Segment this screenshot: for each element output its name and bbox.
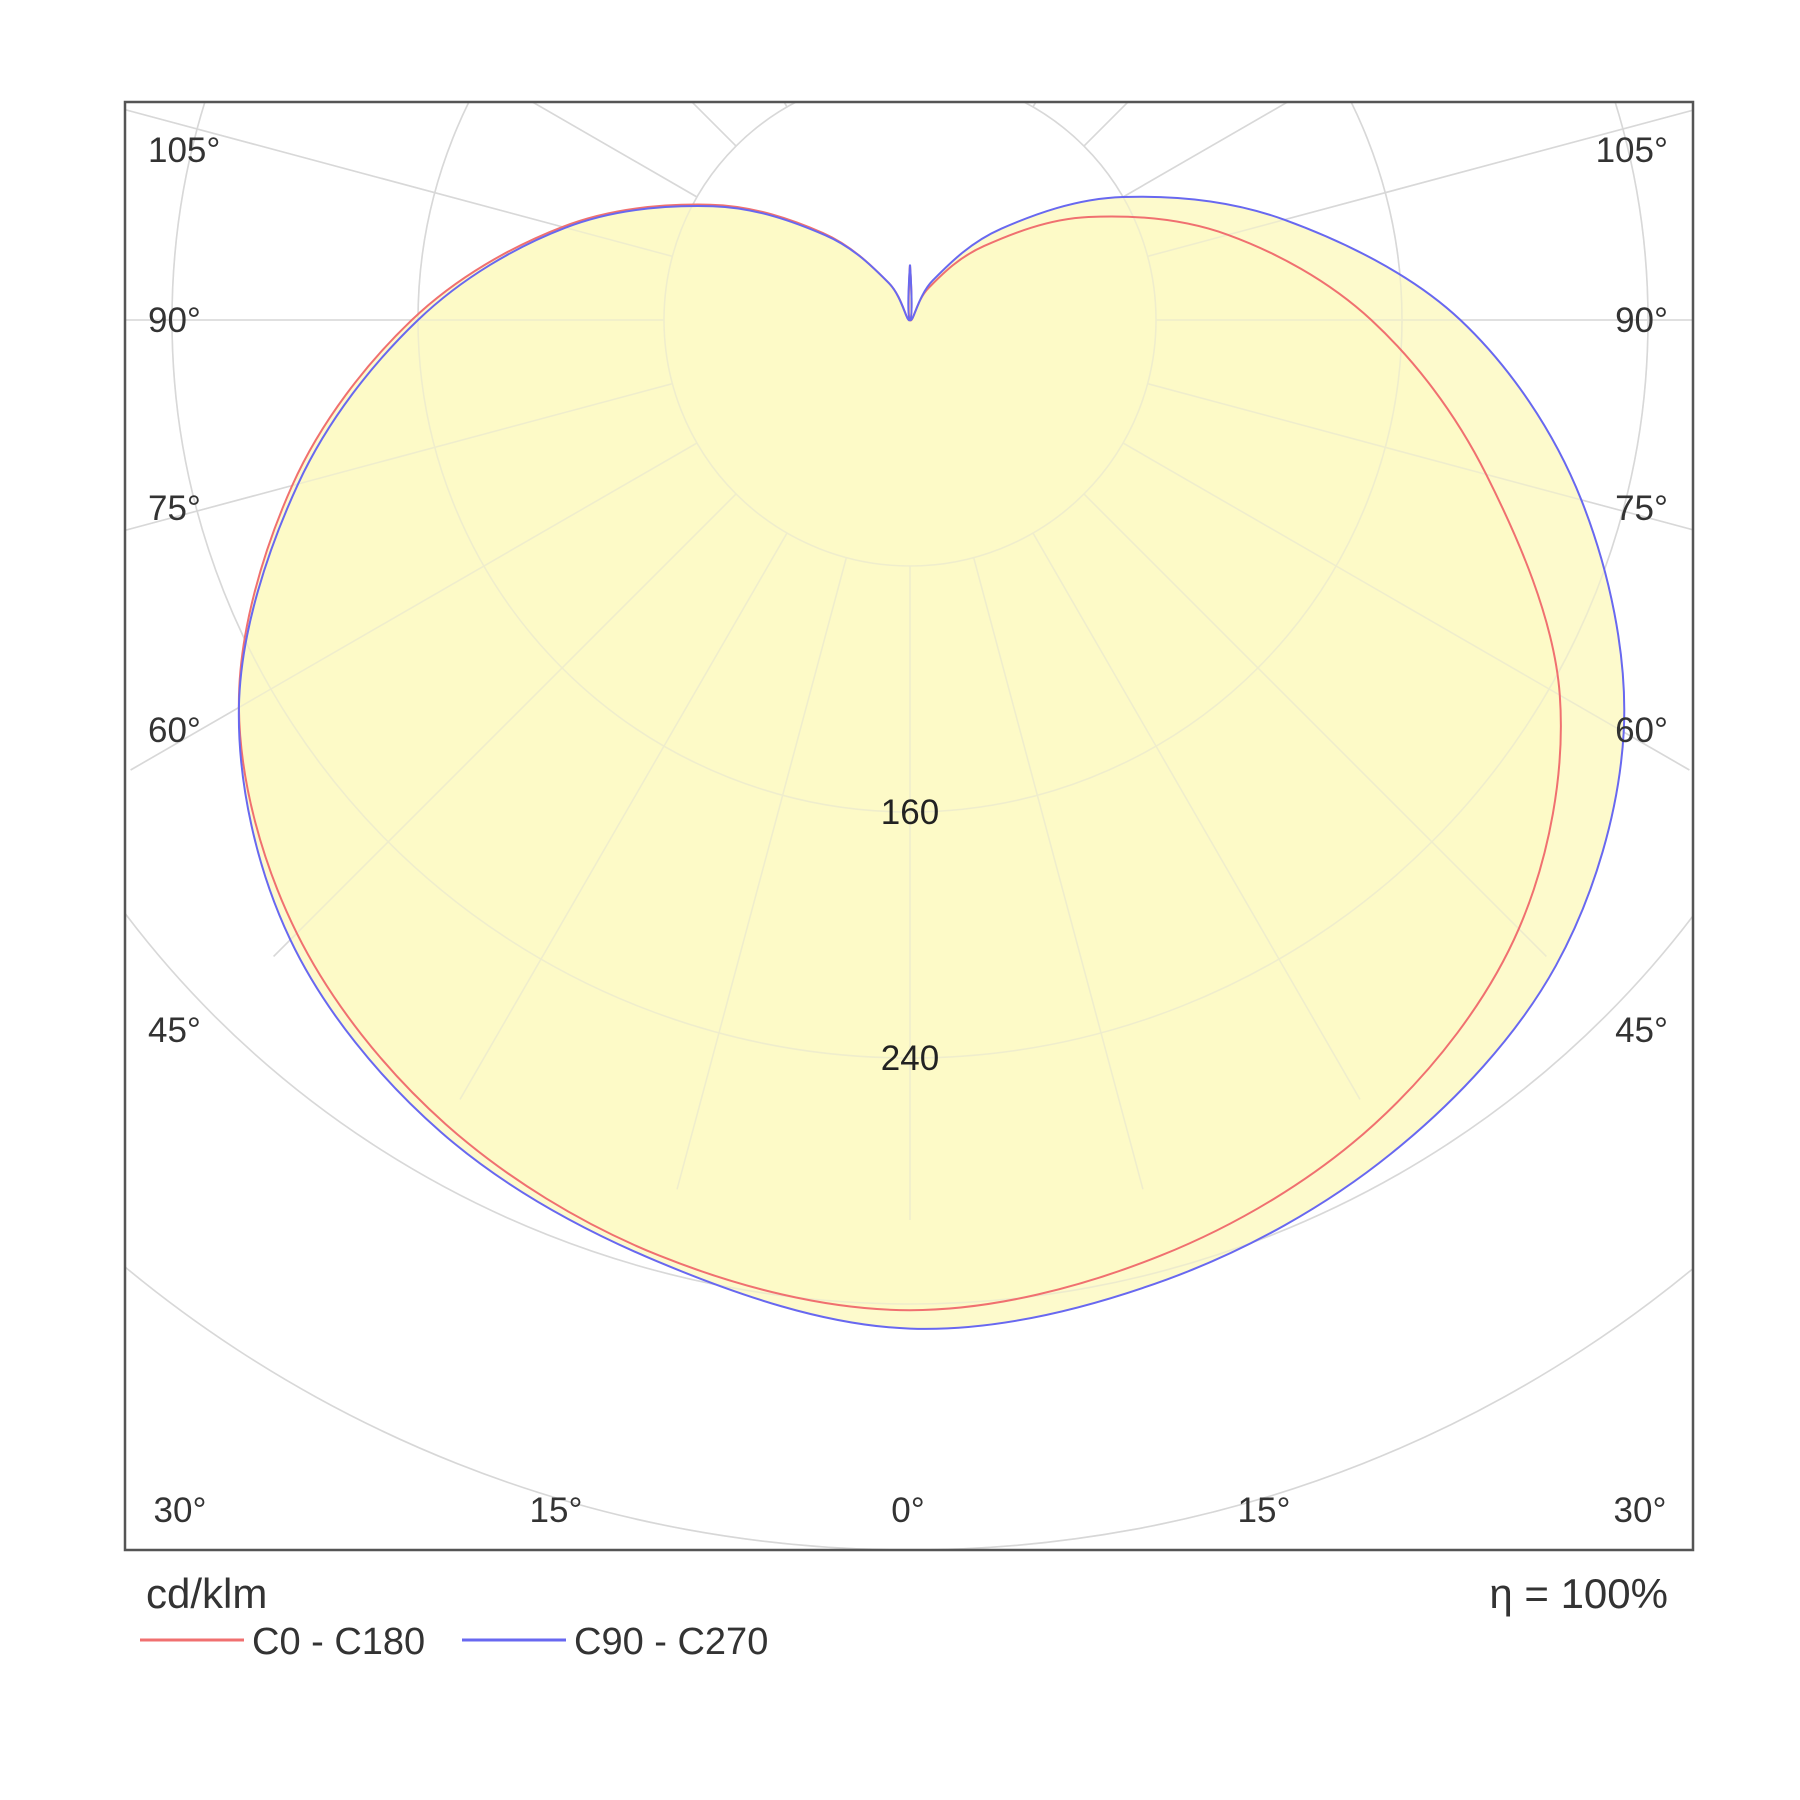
grid-spoke-120-right: [1122, 102, 1290, 198]
angle-label-right-60: 60°: [1615, 711, 1668, 750]
series-curve-c90-c270: [237, 195, 1626, 1330]
grid-spoke-120-left: [530, 102, 698, 198]
grid-spoke-135-right: [1083, 102, 1130, 147]
legend-label-c0-c180: C0 - C180: [252, 1621, 425, 1663]
ring-label-160: 160: [881, 793, 939, 832]
grid-spoke-30-right: [1032, 532, 1361, 1100]
grid-spoke-150-left: [783, 102, 788, 108]
angle-label-left-105: 105°: [148, 131, 220, 170]
grid-spoke-120-right: [1122, 102, 1290, 198]
grid-spoke-150-left: [783, 102, 788, 108]
ring-label-240: 240: [881, 1039, 939, 1078]
angle-label-left-90: 90°: [148, 301, 201, 340]
grid-spoke-150-right: [1032, 102, 1037, 108]
plot-frame: [123, 100, 1695, 1552]
grid-spoke-135-left: [690, 102, 737, 147]
grid-spoke-45-left: [273, 493, 737, 957]
angle-label-right-90: 90°: [1615, 301, 1668, 340]
distribution-fill-1: [238, 196, 1625, 1329]
grid-spoke-75-left: [125, 382, 673, 532]
grid-spoke-15-left: [676, 557, 848, 1190]
grid-spoke-165-right: [974, 0, 1143, 82]
angle-label-left-75: 75°: [148, 489, 201, 528]
grid-spoke-165-left: [677, 0, 846, 82]
angle-label-bottom-right-15: 15°: [1238, 1491, 1291, 1530]
grid-ring-240: [171, 102, 1649, 1059]
grid-spoke-60-right: [1122, 442, 1690, 771]
grid-spoke-60-left: [130, 442, 698, 771]
grid-spoke-135-left: [690, 102, 737, 147]
grid-spoke-135-right: [1083, 102, 1130, 147]
angle-label-bottom-left-30: 30°: [154, 1491, 207, 1530]
grid-spoke-105-left: [125, 108, 673, 258]
unit-label: cd/klm: [146, 1570, 267, 1617]
angle-label-bottom-0: 0°: [891, 1491, 924, 1530]
angle-label-left-60: 60°: [148, 711, 201, 750]
angle-label-right-45: 45°: [1615, 1011, 1668, 1050]
grid-ring-80: [663, 102, 1157, 567]
grid-spoke-75-right: [1147, 382, 1693, 531]
grid-spoke-165-left: [677, 0, 846, 82]
efficiency-label: η = 100%: [1489, 1570, 1668, 1617]
grid-spoke-45-right: [1083, 493, 1547, 957]
angle-label-bottom-right-30: 30°: [1614, 1491, 1667, 1530]
grid-spoke-105-right: [1147, 109, 1693, 258]
angle-label-right-105: 105°: [1596, 131, 1668, 170]
angle-label-bottom-left-15: 15°: [530, 1491, 583, 1530]
grid-spoke-120-left: [530, 102, 698, 198]
angle-label-left-45: 45°: [148, 1011, 201, 1050]
grid-spoke-150-right: [1032, 102, 1037, 108]
grid-spoke-30-left: [459, 532, 788, 1100]
legend-label-c90-c270: C90 - C270: [574, 1621, 768, 1663]
grid-ring-320: [125, 911, 1693, 1305]
angle-label-right-75: 75°: [1615, 489, 1668, 528]
grid-spoke-15-right: [972, 557, 1144, 1190]
grid-spoke-165-right: [974, 0, 1143, 82]
legend: C0 - C180 C90 - C270: [140, 1621, 768, 1663]
